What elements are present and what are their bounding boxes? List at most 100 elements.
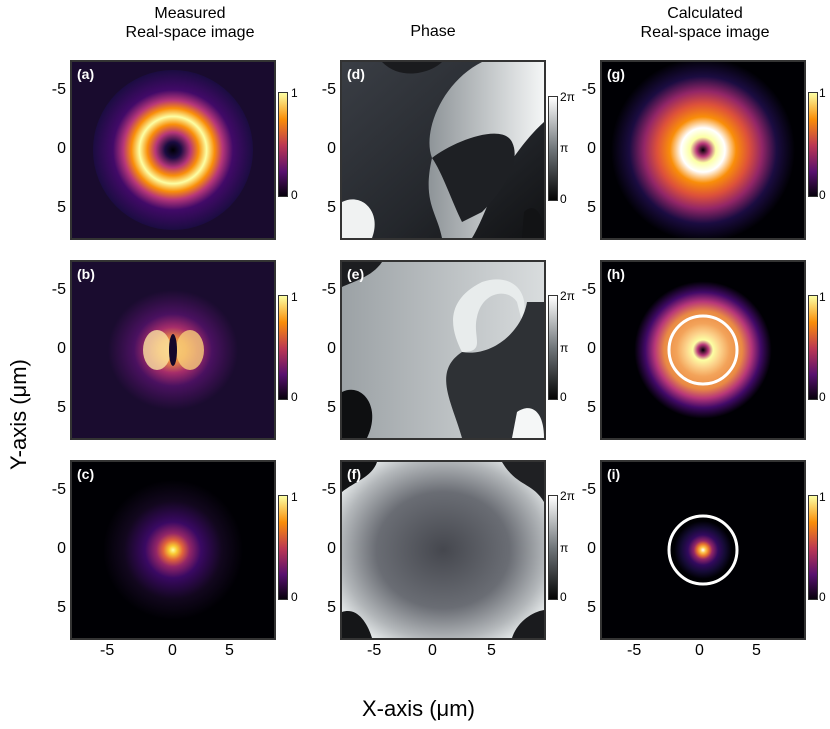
colorbar-e [548,295,558,400]
panel-b-image [72,262,274,438]
panel-f-label: (f) [347,466,361,482]
panel-f-image [342,462,544,638]
ytick-c1-r3-m5: -5 [51,481,66,498]
colorbar-i-tick-1: 1 [819,490,826,504]
ytick-c2-r2-0: 0 [327,340,336,357]
ytick-c1-r1-0: 0 [57,140,66,157]
colorbar-b-tick-0: 0 [291,390,298,404]
colorbar-h [808,295,818,400]
colorbar-f [548,495,558,600]
col2-title: Phase [410,23,456,40]
xtick-c3-5: 5 [752,642,761,659]
panel-h-overlay-circle [667,314,739,386]
panel-i-calculated-spot: (i) [600,460,806,640]
y-axis-label: Y-axis (μm) [6,359,31,470]
panel-i-image [602,462,804,638]
ytick-c3-r3-m5: -5 [581,481,596,498]
panel-f-phase: (f) [340,460,546,640]
colorbar-a [278,92,288,197]
colorbar-g-tick-0: 0 [819,188,826,202]
panel-i-overlay-circle [667,514,739,586]
xtick-c1-m5: -5 [100,642,115,659]
ytick-c2-r3-m5: -5 [321,481,336,498]
panel-d-label: (d) [347,66,365,82]
ytick-c1-r2-5: 5 [57,399,66,416]
colorbar-d-tick-pi: π [560,141,569,155]
panel-h-calculated-ring: (h) [600,260,806,440]
ytick-c3-r2-0: 0 [587,340,596,357]
col1-title-line2: Real-space image [125,24,255,41]
ytick-c2-r1-5: 5 [327,199,336,216]
panel-d-image [342,62,544,238]
ytick-c1-r3-5: 5 [57,599,66,616]
ytick-c2-r1-0: 0 [327,140,336,157]
panel-h-image [602,262,804,438]
xtick-c1-0: 0 [168,642,177,659]
panel-b-label: (b) [77,266,95,282]
ytick-c1-r1-5: 5 [57,199,66,216]
colorbar-b-tick-1: 1 [291,290,298,304]
panel-c-label: (c) [77,466,95,482]
colorbar-i [808,495,818,600]
panel-e-image [342,262,544,438]
panel-i-label: (i) [607,466,621,482]
xtick-c1-5: 5 [225,642,234,659]
panel-e-phase: (e) [340,260,546,440]
col3-title-line2: Real-space image [640,24,770,41]
colorbar-h-tick-0: 0 [819,390,826,404]
ytick-c1-r3-0: 0 [57,540,66,557]
colorbar-g [808,92,818,197]
colorbar-a-tick-1: 1 [291,86,298,100]
colorbar-c-tick-1: 1 [291,490,298,504]
xtick-c2-5: 5 [487,642,496,659]
col1-title-line1: Measured [154,5,226,22]
colorbar-b [278,295,288,400]
ytick-c2-r3-0: 0 [327,540,336,557]
colorbar-d-tick-2pi: 2π [560,90,575,104]
ytick-c3-r3-5: 5 [587,599,596,616]
panel-a-label: (a) [77,66,95,82]
ytick-c3-r3-0: 0 [587,540,596,557]
ytick-c3-r2-m5: -5 [581,281,596,298]
colorbar-e-tick-2pi: 2π [560,289,575,303]
colorbar-d [548,96,558,201]
panel-e-label: (e) [347,266,365,282]
panel-a-measured-ring: (a) [70,60,276,240]
ytick-c3-r1-m5: -5 [581,81,596,98]
panel-a-image [72,62,274,238]
colorbar-f-tick-2pi: 2π [560,489,575,503]
colorbar-c-tick-0: 0 [291,590,298,604]
panel-h-label: (h) [607,266,625,282]
ytick-c3-r1-0: 0 [587,140,596,157]
ytick-c2-r2-m5: -5 [321,281,336,298]
xtick-c2-m5: -5 [367,642,382,659]
colorbar-i-tick-0: 0 [819,590,826,604]
colorbar-a-tick-0: 0 [291,188,298,202]
ytick-c1-r1-m5: -5 [51,81,66,98]
colorbar-g-tick-1: 1 [819,86,826,100]
ytick-c2-r3-5: 5 [327,599,336,616]
colorbar-f-tick-pi: π [560,541,569,555]
ytick-c3-r2-5: 5 [587,399,596,416]
panel-c-image [72,462,274,638]
colorbar-h-tick-1: 1 [819,290,826,304]
xtick-c3-m5: -5 [627,642,642,659]
ytick-c2-r2-5: 5 [327,399,336,416]
col3-title-line1: Calculated [667,5,743,22]
colorbar-e-tick-pi: π [560,341,569,355]
colorbar-f-tick-0: 0 [560,590,567,604]
panel-b-measured-split: (b) [70,260,276,440]
ytick-c1-r2-0: 0 [57,340,66,357]
x-axis-label: X-axis (μm) [362,696,475,721]
ytick-c2-r1-m5: -5 [321,81,336,98]
xtick-c2-0: 0 [428,642,437,659]
panel-g-calculated-ring: (g) [600,60,806,240]
ytick-c3-r1-5: 5 [587,199,596,216]
colorbar-d-tick-0: 0 [560,192,567,206]
col3-title: Calculated Real-space image [595,4,815,42]
panel-g-label: (g) [607,66,625,82]
ytick-c1-r2-m5: -5 [51,281,66,298]
panel-d-phase: (d) [340,60,546,240]
col1-title: Measured Real-space image [80,4,300,42]
panel-c-measured-spot: (c) [70,460,276,640]
